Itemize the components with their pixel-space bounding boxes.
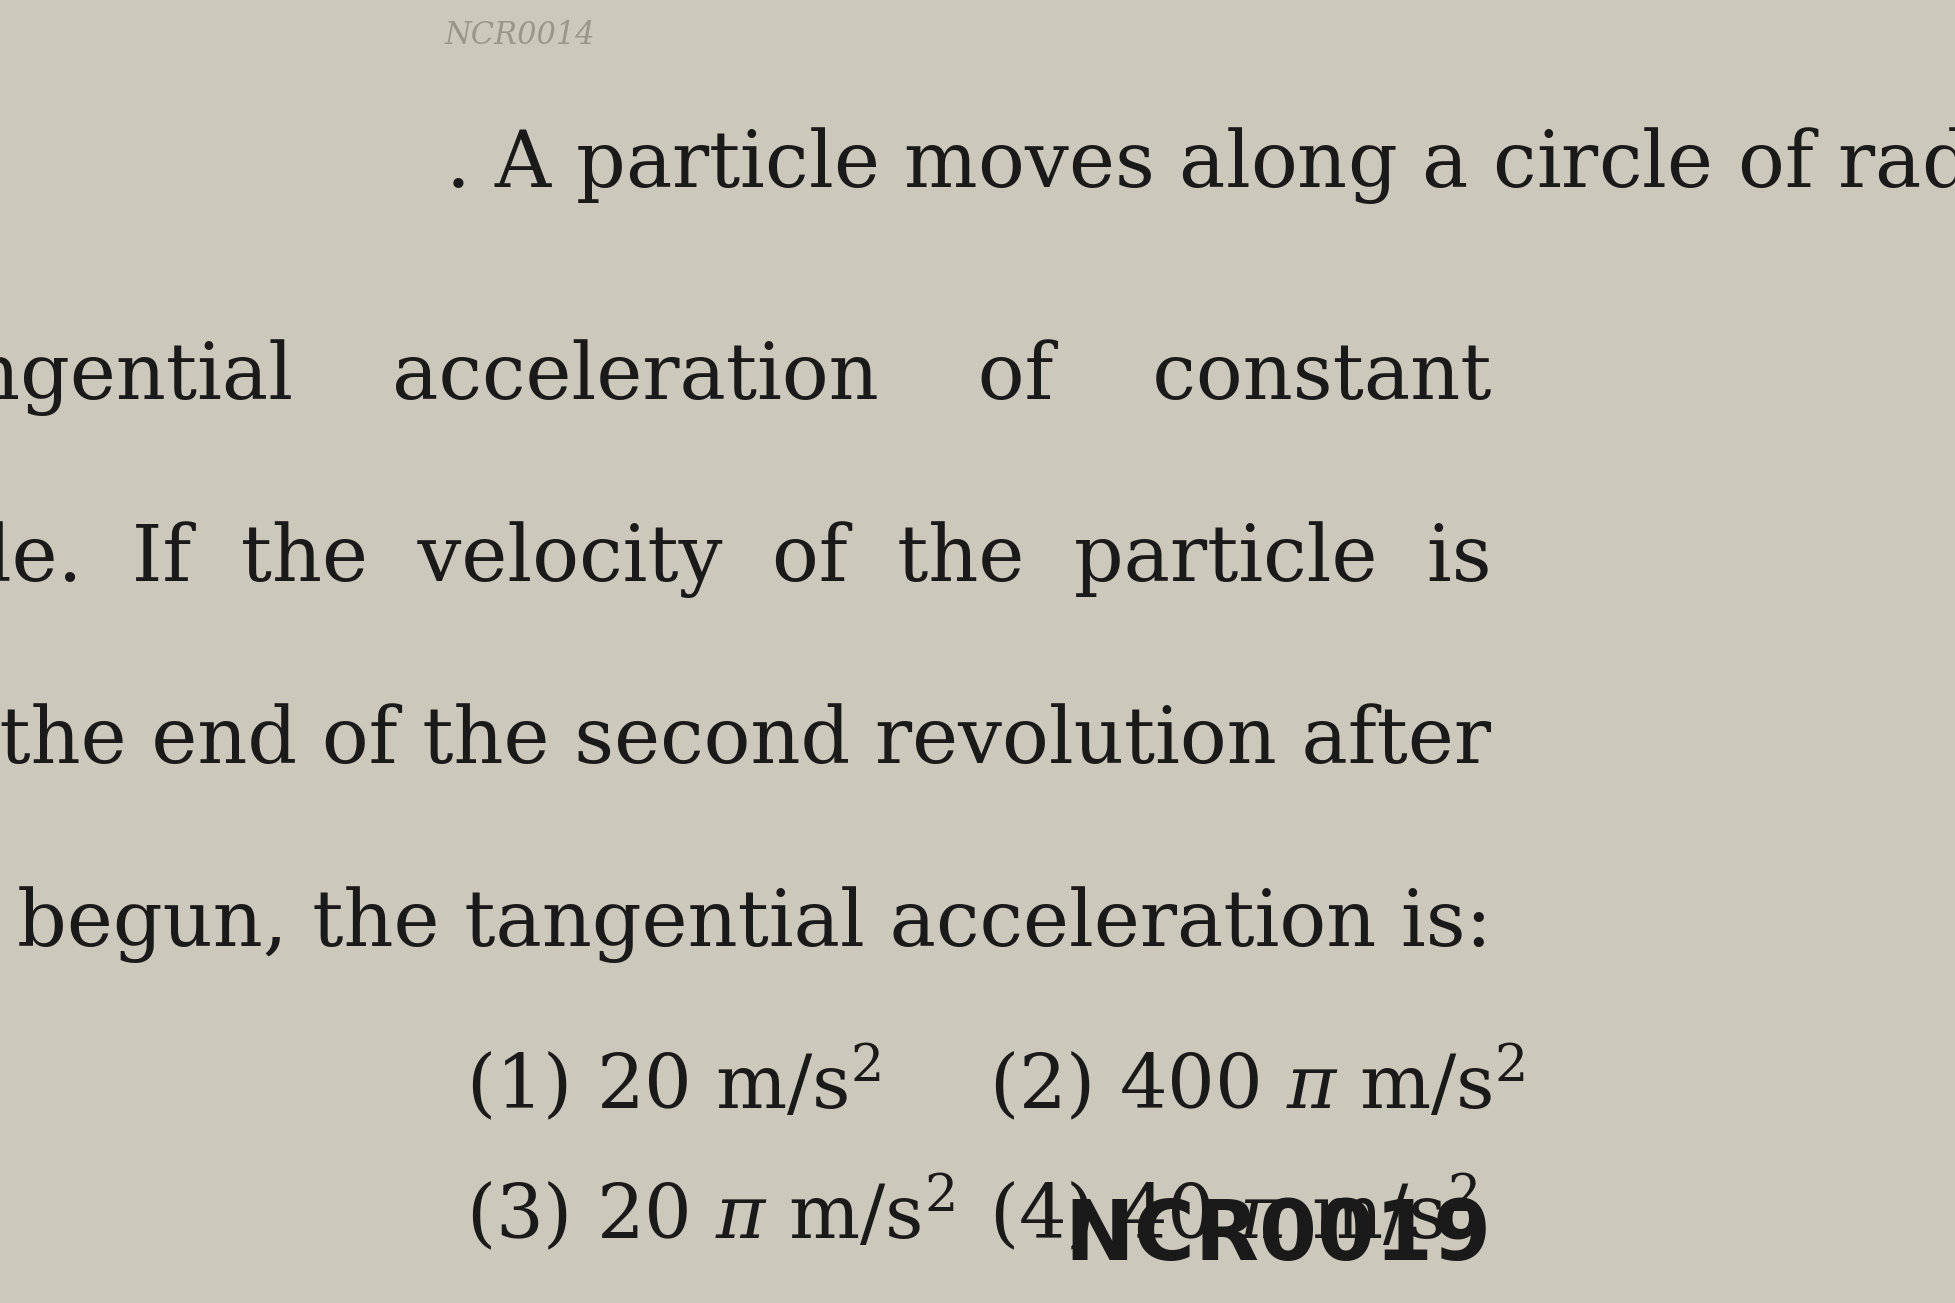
Text: NCR0019: NCR0019	[1064, 1196, 1492, 1277]
Text: motion has begun, the tangential acceleration is:: motion has begun, the tangential acceler…	[0, 886, 1492, 963]
Text: 40 m/s at the end of the second revolution after: 40 m/s at the end of the second revoluti…	[0, 704, 1492, 779]
Text: (4) 40 $\pi$ m/s$^2$: (4) 40 $\pi$ m/s$^2$	[989, 1173, 1478, 1255]
Text: with    tangential    acceleration    of    constant: with tangential acceleration of constant	[0, 339, 1492, 416]
Text: NCR0014: NCR0014	[444, 20, 594, 51]
Text: (3) 20 $\pi$ m/s$^2$: (3) 20 $\pi$ m/s$^2$	[465, 1173, 954, 1255]
Text: (1) 20 m/s$^2$: (1) 20 m/s$^2$	[465, 1042, 882, 1124]
Text: (2) 400 $\pi$ m/s$^2$: (2) 400 $\pi$ m/s$^2$	[989, 1042, 1525, 1124]
Text: magnitude.  If  the  velocity  of  the  particle  is: magnitude. If the velocity of the partic…	[0, 521, 1492, 598]
Text: . A particle moves along a circle of radius $\left(\dfrac{10}{\pi}\right)$ m: . A particle moves along a circle of rad…	[444, 91, 1955, 220]
